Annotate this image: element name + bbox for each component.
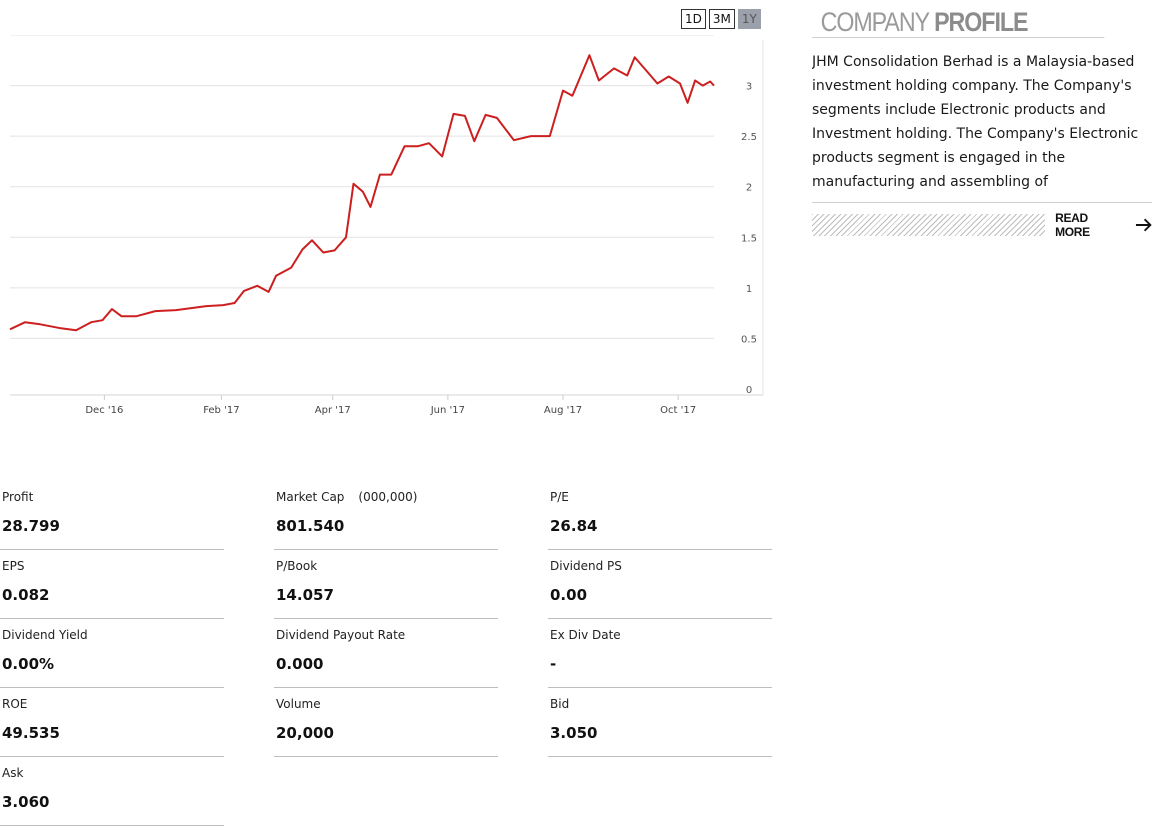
stat-eps: EPS 0.082: [0, 550, 224, 619]
stat-p-e: P/E 26.84: [548, 481, 772, 550]
stat-value: 0.000: [276, 655, 324, 673]
range-button-1y[interactable]: 1Y: [737, 9, 761, 29]
stat-ex-div-date: Ex Div Date -: [548, 619, 772, 688]
stat-label: Volume: [276, 697, 321, 711]
y-tick-label: 1.5: [741, 233, 757, 244]
stat-unit: (000,000): [358, 490, 418, 504]
stat-ask: Ask 3.060: [0, 757, 224, 826]
stat-label: Market Cap (000,000): [276, 490, 417, 504]
profile-title: COMPANY PROFILE: [812, 6, 1105, 38]
stat-value: 49.535: [2, 724, 60, 742]
x-tick-label: Dec '16: [85, 405, 123, 416]
stat-label: P/Book: [276, 559, 317, 573]
x-tick-label: Apr '17: [315, 405, 351, 416]
stat-value: 3.060: [2, 793, 50, 811]
hatch-decoration: [812, 214, 1046, 236]
stat-market-cap: Market Cap (000,000) 801.540: [274, 481, 498, 550]
stat-label: Profit: [2, 490, 33, 504]
profile-divider: [812, 202, 1152, 203]
stat-roe: ROE 49.535: [0, 688, 224, 757]
read-more-label: READ MORE: [1055, 211, 1090, 239]
stat-value: 3.050: [550, 724, 598, 742]
stat-label-text: Ex Div Date: [550, 628, 621, 642]
y-tick-label: 1: [746, 284, 752, 295]
stat-dividend-yield: Dividend Yield 0.00%: [0, 619, 224, 688]
profile-title-light: COMPANY: [820, 7, 930, 37]
stat-label-text: Dividend Yield: [2, 628, 88, 642]
stat-label-text: Ask: [2, 766, 24, 780]
y-tick-label: 2: [746, 183, 752, 194]
x-tick-label: Aug '17: [544, 405, 582, 416]
stat-value: 0.00%: [2, 655, 55, 673]
stat-label-text: Bid: [550, 697, 570, 711]
arrow-right-icon: [1135, 218, 1152, 232]
x-tick-label: Jun '17: [430, 405, 465, 416]
y-tick-label: 0: [746, 385, 752, 396]
stat-p-book: P/Book 14.057: [274, 550, 498, 619]
range-button-1d[interactable]: 1D: [681, 9, 706, 29]
y-tick-label: 2.5: [741, 132, 757, 143]
stat-value: 14.057: [276, 586, 334, 604]
stat-value: 801.540: [276, 517, 345, 535]
x-tick-label: Feb '17: [203, 405, 239, 416]
stat-label-text: ROE: [2, 697, 28, 711]
company-profile-panel: COMPANY PROFILE JHM Consolidation Berhad…: [812, 0, 1152, 239]
stat-label: EPS: [2, 559, 24, 573]
price-chart: 0 0.5 1 1.5 2 2.5 3 Dec '16 Feb '17 Apr '17 Jun '1…: [9, 35, 764, 416]
read-more-link[interactable]: READ MORE: [1055, 211, 1152, 239]
stat-dividend-ps: Dividend PS 0.00: [548, 550, 772, 619]
stat-label: Dividend PS: [550, 559, 622, 573]
stat-value: -: [550, 655, 557, 673]
stat-value: 0.082: [2, 586, 50, 604]
stat-label-text: P/E: [550, 490, 569, 504]
price-line: [9, 54, 715, 332]
stat-volume: Volume 20,000: [274, 688, 498, 757]
stat-label: Bid: [550, 697, 569, 711]
stat-label: ROE: [2, 697, 27, 711]
stat-label: Ex Div Date: [550, 628, 621, 642]
stat-label: Dividend Payout Rate: [276, 628, 405, 642]
chart-range-selector: 1D 3M 1Y: [681, 9, 761, 29]
profile-description: JHM Consolidation Berhad is a Malaysia-b…: [812, 54, 1139, 190]
stat-value: 0.00: [550, 586, 588, 604]
stat-bid: Bid 3.050: [548, 688, 772, 757]
stat-label-text: Dividend Payout Rate: [276, 628, 406, 642]
stat-label-text: Market Cap: [276, 490, 345, 504]
stat-value: 26.84: [550, 517, 598, 535]
profile-title-bold: PROFILE: [934, 7, 1028, 37]
range-button-3m[interactable]: 3M: [708, 9, 735, 29]
stat-value: 20,000: [276, 724, 334, 742]
stat-label-text: EPS: [2, 559, 25, 573]
stat-dividend-payout-rate: Dividend Payout Rate 0.000: [274, 619, 498, 688]
y-tick-label: 0.5: [741, 334, 757, 345]
stat-profit: Profit 28.799: [0, 481, 224, 550]
stat-label: P/E: [550, 490, 569, 504]
x-tick-label: Oct '17: [660, 405, 696, 416]
stat-label: Ask: [2, 766, 23, 780]
y-tick-label: 3: [746, 82, 752, 93]
stat-label-text: Volume: [276, 697, 321, 711]
read-more-row: READ MORE: [812, 211, 1152, 239]
stat-label-text: Dividend PS: [550, 559, 622, 573]
stat-label-text: P/Book: [276, 559, 318, 573]
stat-value: 28.799: [2, 517, 60, 535]
stat-label: Dividend Yield: [2, 628, 88, 642]
stat-label-text: Profit: [2, 490, 34, 504]
